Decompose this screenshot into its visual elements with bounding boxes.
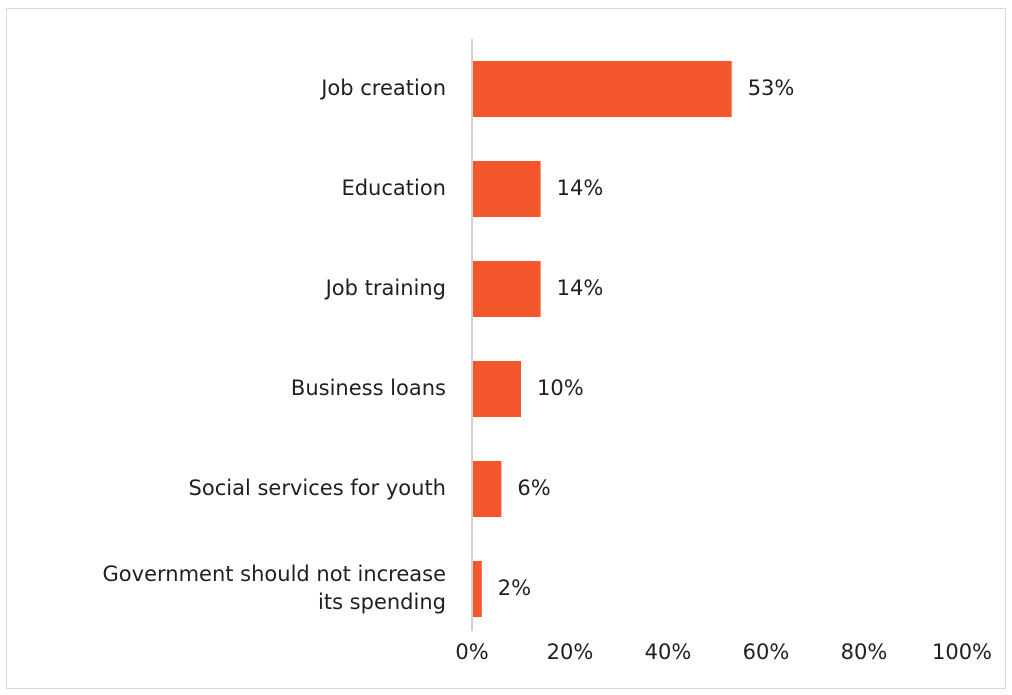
x-tick-label: 80% xyxy=(841,640,888,664)
bar xyxy=(472,461,502,517)
data-label: 10% xyxy=(537,376,584,400)
chart-frame: Job creation Education Job training Busines… xyxy=(6,8,1006,689)
data-label: 14% xyxy=(557,176,604,200)
bar xyxy=(472,61,732,117)
bar-chart: Job creation Education Job training Busines… xyxy=(103,39,992,664)
data-label: 14% xyxy=(557,276,604,300)
category-label: Job creation xyxy=(319,76,446,100)
data-label: 53% xyxy=(748,76,795,100)
x-axis-tick-labels: 0% 20% 40% 60% 80% 100% xyxy=(455,640,992,664)
x-tick-label: 20% xyxy=(547,640,594,664)
category-label: Government should not increase its spendi… xyxy=(103,562,446,614)
bar xyxy=(472,261,541,317)
data-label: 6% xyxy=(517,476,550,500)
category-labels: Job creation Education Job training Busines… xyxy=(103,76,446,614)
bar xyxy=(472,561,482,617)
x-tick-label: 40% xyxy=(645,640,692,664)
bar xyxy=(472,161,541,217)
bars-group xyxy=(472,61,732,617)
category-label: Job training xyxy=(324,276,446,300)
category-label: Business loans xyxy=(291,376,446,400)
data-label: 2% xyxy=(498,576,531,600)
x-tick-label: 100% xyxy=(932,640,992,664)
category-label: Social services for youth xyxy=(189,476,446,500)
x-tick-label: 60% xyxy=(743,640,790,664)
category-label: Education xyxy=(341,176,446,200)
x-tick-label: 0% xyxy=(455,640,488,664)
data-labels: 53% 14% 14% 10% 6% 2% xyxy=(498,76,795,600)
bar xyxy=(472,361,521,417)
